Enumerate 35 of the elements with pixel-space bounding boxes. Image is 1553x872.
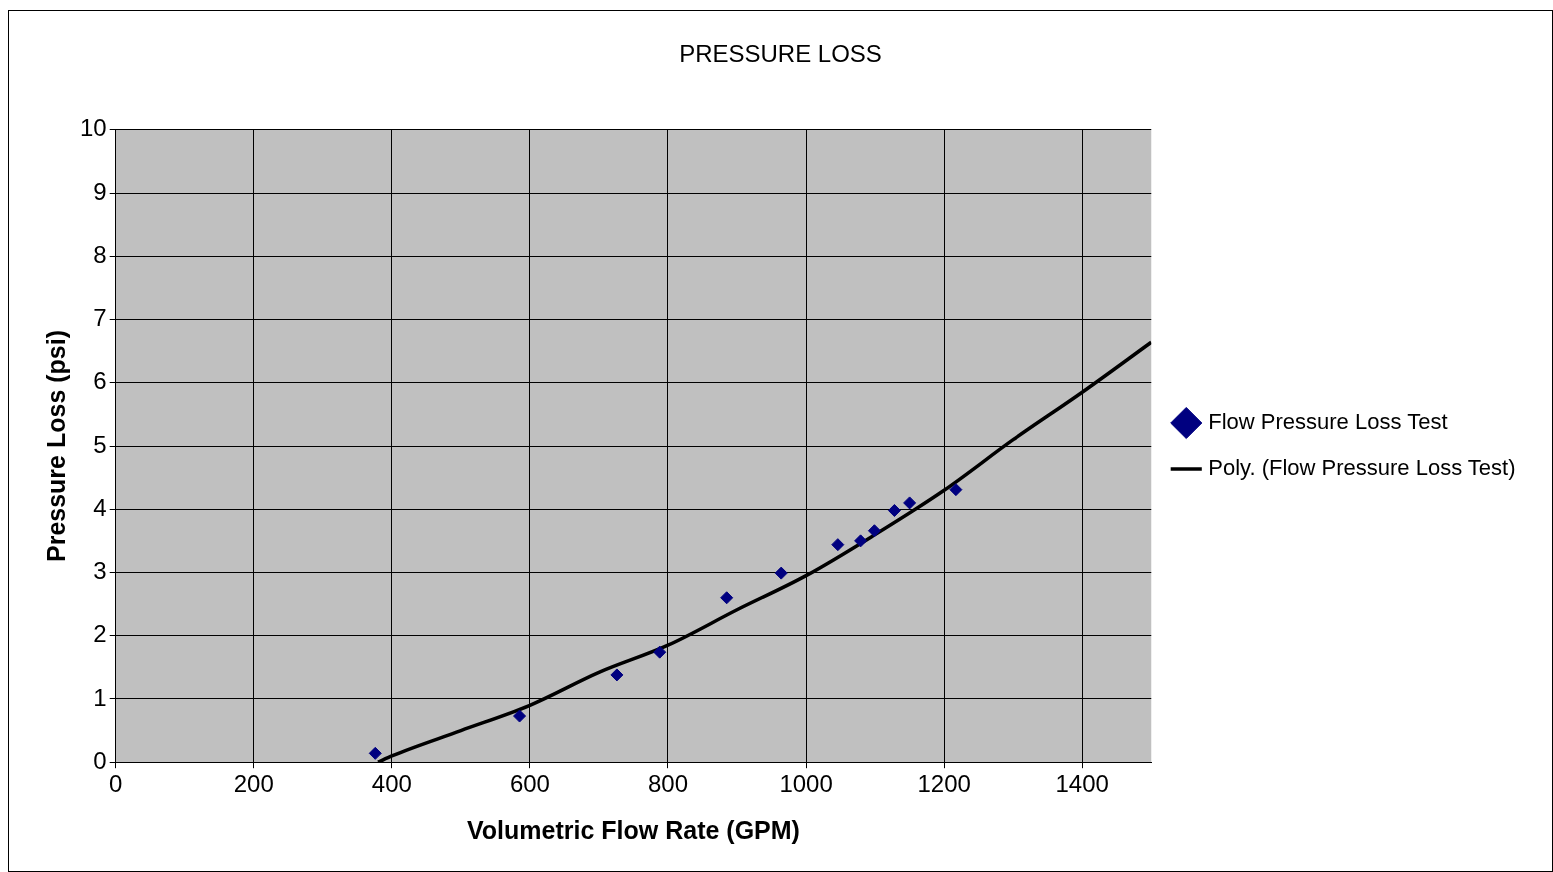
y-axis-title: Pressure Loss (psi) bbox=[41, 329, 70, 563]
y-tick-label: 5 bbox=[93, 430, 107, 458]
y-tick-label: 2 bbox=[93, 620, 107, 648]
point bbox=[720, 591, 734, 605]
point bbox=[610, 668, 624, 682]
y-tick-label: 1 bbox=[93, 683, 107, 711]
y-tick-label: 9 bbox=[93, 177, 107, 205]
point bbox=[903, 496, 917, 510]
point bbox=[368, 746, 382, 760]
legend-label: Flow Pressure Loss Test bbox=[1208, 409, 1448, 435]
x-tick-label: 400 bbox=[371, 770, 412, 798]
y-tick-label: 6 bbox=[93, 367, 107, 395]
x-tick-label: 200 bbox=[233, 770, 274, 798]
point bbox=[774, 566, 788, 580]
y-tick-label: 10 bbox=[79, 114, 107, 142]
y-tick-label: 3 bbox=[93, 557, 107, 585]
y-tick-label: 7 bbox=[93, 304, 107, 332]
point bbox=[887, 504, 901, 518]
chart-title: PRESSURE LOSS bbox=[679, 40, 882, 68]
x-tick-label: 1200 bbox=[917, 770, 971, 798]
y-tick-label: 8 bbox=[93, 240, 107, 268]
point bbox=[867, 524, 881, 538]
x-tick-label: 1400 bbox=[1055, 770, 1109, 798]
x-tick-label: 800 bbox=[647, 770, 689, 798]
x-tick-label: 600 bbox=[509, 770, 550, 798]
point bbox=[513, 709, 527, 723]
y-tick-label: 0 bbox=[93, 746, 107, 774]
point bbox=[653, 645, 667, 659]
x-axis-title: Volumetric Flow Rate (GPM) bbox=[467, 815, 800, 844]
point bbox=[831, 538, 845, 552]
point bbox=[854, 534, 868, 548]
x-tick-label: 1000 bbox=[779, 770, 833, 798]
legend-label: Poly. (Flow Pressure Loss Test) bbox=[1208, 455, 1516, 481]
y-tick-label: 4 bbox=[93, 493, 107, 521]
point bbox=[949, 483, 963, 497]
